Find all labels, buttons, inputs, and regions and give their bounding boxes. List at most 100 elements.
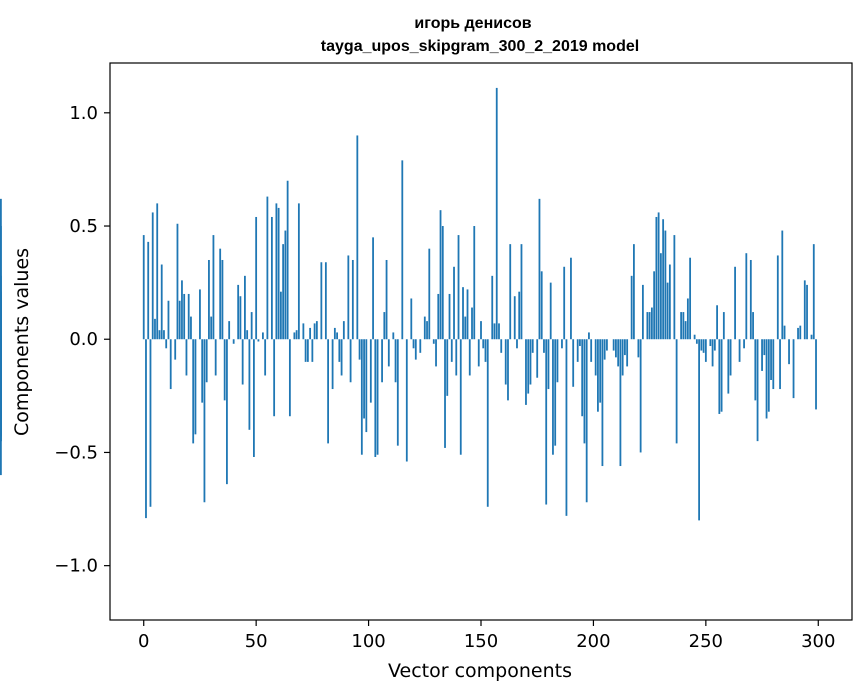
bar-171 (527, 339, 530, 394)
bar-92 (349, 339, 352, 383)
bar-140 (457, 235, 460, 340)
bar-285 (783, 325, 786, 340)
bar-222 (641, 284, 644, 340)
bar-156 (493, 323, 496, 340)
bar-149 (477, 339, 480, 367)
bar-249 (702, 339, 705, 353)
bar-246 (695, 339, 698, 344)
bar-86 (336, 332, 338, 340)
bar-98 (363, 339, 365, 419)
bar-99 (365, 339, 368, 433)
bar-19 (185, 339, 188, 376)
bar-277 (765, 339, 768, 419)
bar-58 (273, 339, 276, 417)
bar-183 (554, 339, 557, 446)
bar-165 (513, 296, 516, 340)
bar-17 (181, 280, 183, 340)
bar-231 (662, 219, 665, 340)
bar-226 (650, 307, 653, 340)
bar-210 (615, 339, 617, 358)
bar-145 (468, 339, 471, 376)
bar-0 (142, 235, 145, 340)
x-tick-label-150: 150 (464, 631, 498, 652)
bar-261 (729, 339, 732, 376)
bar-44 (241, 339, 244, 385)
bar-38 (228, 321, 231, 340)
bar-199 (590, 339, 593, 362)
x-tick-label-300: 300 (801, 631, 835, 652)
bar-205 (603, 339, 606, 360)
y-tick-label-0: 1.0 (69, 103, 98, 124)
bar-121 (414, 339, 417, 360)
bar-117 (405, 339, 408, 462)
x-axis: 0 50 100 150 200 250 300 (138, 620, 835, 652)
bar-32 (214, 339, 217, 376)
x-tick-label-50: 50 (245, 631, 268, 652)
bar-265 (738, 339, 741, 362)
y-tick-label-3: −0.5 (54, 442, 98, 463)
bar-187 (563, 266, 566, 340)
bar-176 (538, 198, 541, 340)
bar-239 (680, 312, 683, 340)
bar-157 (495, 87, 498, 340)
bar-111 (392, 332, 395, 340)
chart-subtitle: tayga_upos_skipgram_300_2_2019 model (321, 38, 639, 55)
bar-201 (594, 339, 597, 376)
bar-7 (158, 330, 161, 340)
bar-263 (734, 266, 736, 340)
bar-162 (507, 339, 509, 401)
bar-73 (306, 339, 309, 362)
bar-211 (617, 339, 620, 367)
bar-279 (770, 339, 772, 380)
bar-119 (410, 298, 413, 340)
bar-133 (441, 226, 444, 340)
bar-95 (356, 135, 359, 340)
bar-212 (619, 339, 622, 467)
bar-51 (257, 339, 260, 342)
bar-61 (279, 291, 282, 340)
bar-120 (412, 339, 415, 349)
bar-137 (450, 339, 453, 362)
bar-59 (275, 203, 278, 340)
bar-71 (302, 323, 305, 340)
bar-218 (633, 244, 635, 340)
bar-25 (199, 289, 201, 340)
bar-237 (675, 339, 678, 444)
bar-184 (556, 339, 559, 383)
bar-217 (630, 275, 633, 340)
bar-268 (745, 253, 748, 340)
bar-245 (693, 334, 696, 340)
bar-3 (149, 339, 152, 507)
bar-93 (351, 259, 354, 340)
bar-153 (486, 339, 489, 507)
bar-190 (570, 257, 572, 340)
y-axis: 1.0 0.5 0.0 −0.5 −1.0 (54, 103, 110, 577)
plot-frame (109, 62, 853, 621)
bar-229 (657, 212, 660, 340)
bar-280 (772, 339, 775, 390)
bar-276 (763, 339, 766, 356)
bar-14 (174, 339, 177, 360)
bar-234 (668, 264, 671, 340)
bar-204 (601, 339, 604, 467)
bar-203 (599, 339, 602, 403)
bar-96 (358, 339, 361, 360)
bar-180 (547, 339, 550, 390)
bar-236 (673, 235, 676, 340)
bar-36 (223, 339, 226, 401)
bar-88 (340, 339, 343, 376)
bar-27 (203, 339, 206, 503)
bar-74 (309, 327, 312, 340)
bar-132 (439, 210, 442, 340)
bar-253 (711, 339, 714, 367)
bar-289 (792, 339, 795, 399)
bar-84 (331, 339, 334, 390)
bar-undefined (0, 339, 2, 442)
bar-271 (752, 312, 754, 340)
bar-45 (244, 275, 246, 340)
bar-126 (426, 321, 428, 340)
bar-131 (437, 293, 440, 340)
bar-168 (520, 244, 523, 340)
bar-181 (549, 282, 552, 340)
